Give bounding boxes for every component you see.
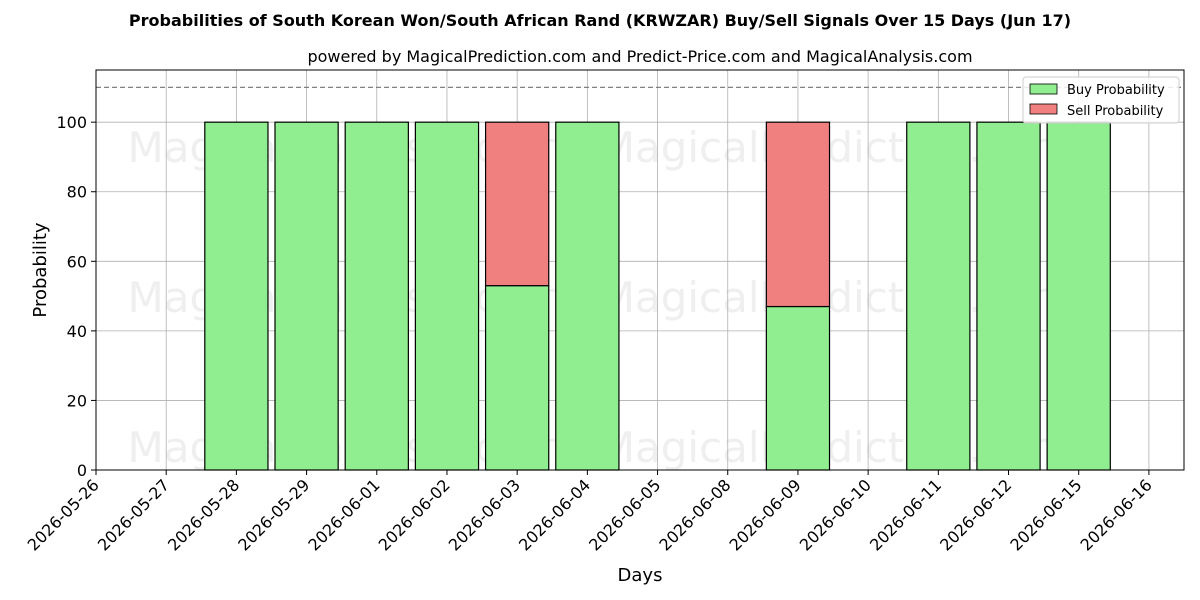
legend-box [1022,76,1180,124]
bars-layer [204,121,1111,471]
buy-bar [414,121,480,471]
y-axis-label: Probability [30,222,51,317]
chart-subtitle: powered by MagicalPrediction.com and Pre… [307,47,972,66]
y-tick-label: 20 [67,391,87,410]
y-tick-label: 100 [56,113,87,132]
buy-bar [484,285,550,471]
buy-bar [555,121,620,471]
buy-bar [906,121,971,471]
legend-label-sell: Sell Probability [1067,104,1164,119]
chart-title: Probabilities of South Korean Won/South … [129,11,1071,30]
sell-bar [765,121,831,308]
x-tick-label: 2026-06-10 [796,475,875,554]
y-tick-label: 40 [67,322,87,341]
buy-bar [274,121,339,471]
x-tick-label: 2026-06-01 [304,475,383,554]
x-tick-label: 2026-06-08 [655,475,734,554]
y-tick-label: 60 [67,252,87,271]
buy-bar [344,121,409,471]
legend: Buy Probability Sell Probability [1022,76,1180,124]
x-tick-label: 2026-06-11 [866,475,945,554]
x-tick-label: 2026-06-15 [1006,475,1085,554]
legend-swatch-buy [1029,83,1058,95]
x-tick-label: 2026-06-03 [445,475,524,554]
sell-bar [484,121,550,287]
buy-bar [976,121,1041,471]
buy-bar [765,305,831,471]
y-axis: 0 20 40 60 80 100 [56,113,96,480]
x-tick-label: 2026-06-16 [1077,475,1156,554]
x-axis-label: Days [618,565,663,586]
x-tick-label: 2026-06-05 [585,475,664,554]
legend-swatch-sell [1029,103,1058,115]
x-tick-label: 2026-06-09 [726,475,805,554]
legend-label-buy: Buy Probability [1067,83,1165,98]
y-tick-label: 0 [77,461,87,480]
x-tick-label: 2026-05-26 [24,475,103,554]
x-tick-label: 2026-06-12 [936,475,1015,554]
x-tick-label: 2026-05-29 [234,475,313,554]
x-tick-label: 2026-06-02 [375,475,454,554]
plot-frame [95,69,1185,471]
y-tick-label: 80 [67,183,87,202]
x-tick-label: 2026-05-27 [94,475,173,554]
x-axis: 2026-05-262026-05-272026-05-282026-05-29… [24,470,1156,555]
x-tick-label: 2026-05-28 [164,475,243,554]
x-tick-label: 2026-06-04 [515,475,594,554]
buy-bar [204,121,269,471]
buy-bar [1046,121,1111,471]
